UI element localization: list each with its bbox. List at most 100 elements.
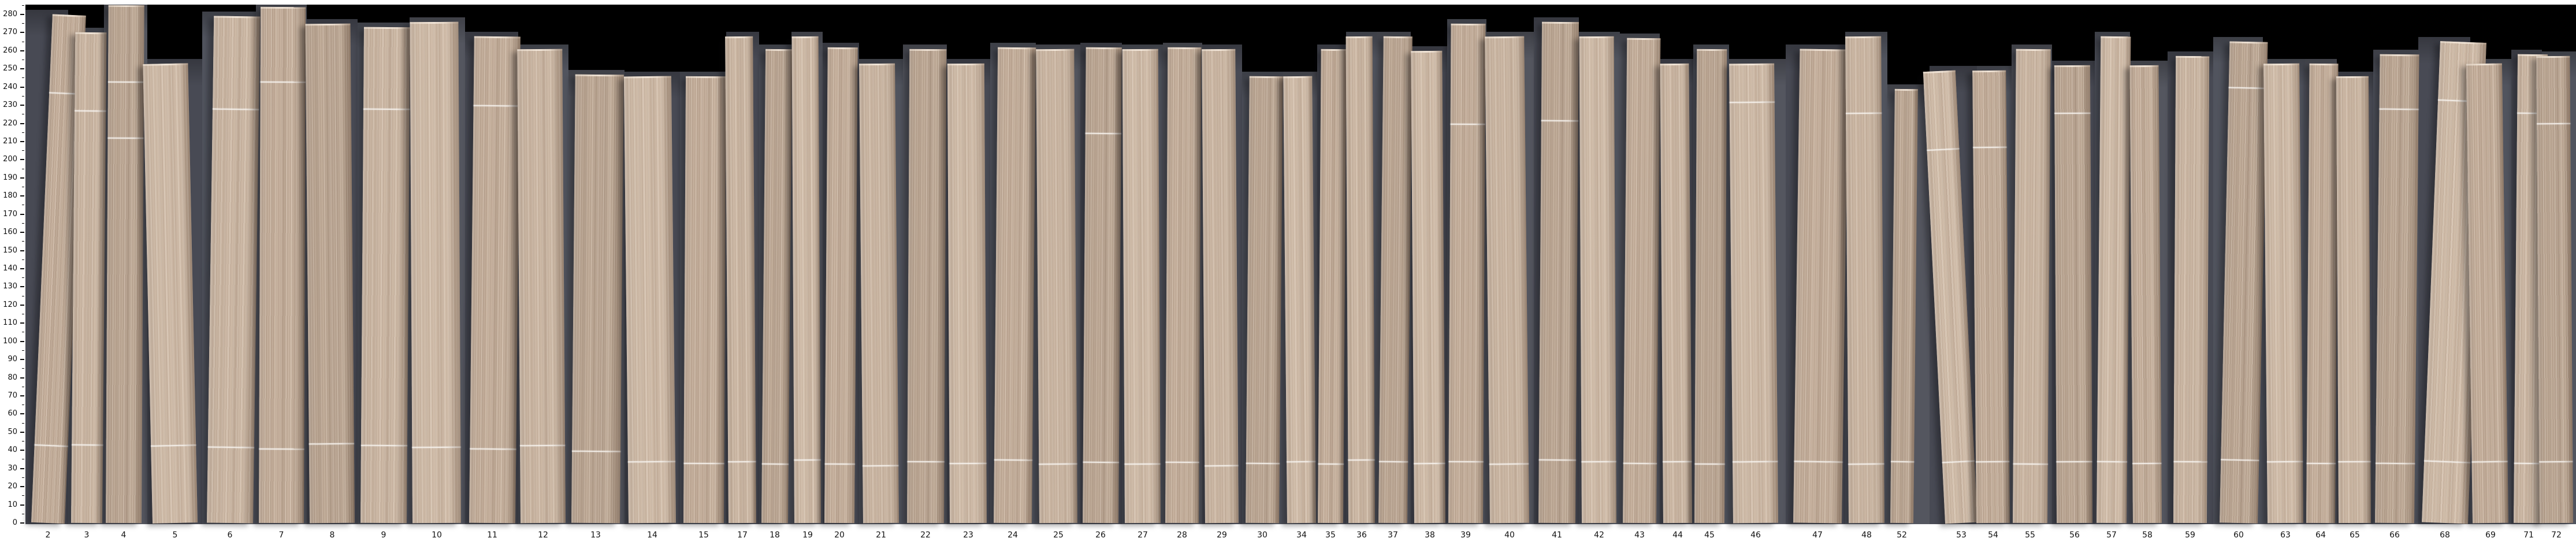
- chalk-mark: [1541, 120, 1578, 121]
- x-tick-label: 56: [2069, 531, 2080, 540]
- chalk-mark: [1581, 461, 1616, 463]
- y-major-tick: [20, 413, 24, 415]
- y-major-tick: [20, 32, 24, 34]
- plank: [761, 49, 793, 524]
- plank: [1579, 36, 1616, 524]
- y-major-tick: [20, 105, 24, 106]
- y-tick-label: 180: [3, 191, 17, 201]
- plank: [1345, 36, 1375, 524]
- plank: [2375, 54, 2419, 524]
- plank: [259, 7, 306, 524]
- y-minor-tick: [22, 441, 24, 442]
- y-major-tick: [20, 395, 24, 396]
- chalk-mark: [2267, 461, 2303, 463]
- chalk-mark: [1318, 463, 1344, 465]
- y-major-tick: [20, 377, 24, 379]
- plank: [791, 36, 821, 524]
- chalk-mark: [1538, 459, 1576, 461]
- x-tick-label: 18: [770, 531, 780, 540]
- plank: [571, 74, 624, 524]
- x-tick-label: 55: [2025, 531, 2035, 540]
- plank: [1246, 76, 1283, 524]
- chalk-mark: [2539, 461, 2573, 463]
- y-major-tick: [20, 359, 24, 361]
- y-major-tick: [20, 450, 24, 451]
- y-major-tick: [20, 68, 24, 70]
- chalk-mark: [1942, 460, 1975, 463]
- y-tick-label: 60: [8, 409, 17, 418]
- chalk-mark: [107, 138, 144, 139]
- y-major-tick: [20, 195, 24, 197]
- y-tick-label: 40: [8, 446, 17, 455]
- chalk-mark: [2338, 461, 2371, 463]
- y-major-tick: [20, 322, 24, 324]
- y-major-tick: [20, 486, 24, 488]
- chalk-mark: [1448, 461, 1484, 463]
- x-tick-label: 48: [1861, 531, 1872, 540]
- y-minor-tick: [22, 495, 24, 496]
- chalk-mark: [949, 463, 987, 465]
- x-tick-label: 63: [2280, 531, 2291, 540]
- chalk-mark: [761, 463, 789, 465]
- chalk-mark: [212, 108, 259, 111]
- y-tick-label: 240: [3, 82, 17, 91]
- chalk-mark: [2537, 123, 2571, 125]
- chalk-mark: [151, 444, 196, 447]
- x-tick-label: 17: [737, 531, 748, 540]
- plank: [1694, 49, 1727, 524]
- chalk-mark: [2379, 109, 2419, 110]
- x-tick-label: 7: [278, 531, 284, 540]
- x-tick-label: 22: [920, 531, 931, 540]
- chalk-mark: [2424, 460, 2471, 463]
- x-tick-label: 68: [2440, 531, 2450, 540]
- x-tick-label: 35: [1325, 531, 1336, 540]
- x-tick-label: 10: [432, 531, 442, 540]
- plank: [1890, 88, 1918, 524]
- y-minor-tick: [22, 95, 24, 97]
- x-tick-label: 9: [381, 531, 386, 540]
- x-tick-label: 72: [2551, 531, 2562, 540]
- y-tick-label: 50: [8, 427, 17, 436]
- plank: [2263, 63, 2303, 524]
- chalk-mark: [360, 444, 407, 447]
- chalk-mark: [1733, 461, 1778, 463]
- x-tick-label: 26: [1095, 531, 1106, 540]
- plank: [907, 49, 947, 524]
- y-tick-label: 120: [3, 300, 17, 309]
- chalk-mark: [1348, 459, 1375, 461]
- y-minor-tick: [22, 150, 24, 151]
- chalk-mark: [627, 461, 675, 463]
- y-minor-tick: [22, 259, 24, 260]
- chalk-mark: [473, 105, 520, 107]
- y-tick-label: 20: [8, 482, 17, 491]
- x-tick-label: 59: [2185, 531, 2195, 540]
- chalk-mark: [1165, 461, 1199, 463]
- y-tick-label: 30: [8, 463, 17, 473]
- y-tick-label: 0: [12, 518, 17, 527]
- x-tick-label: 12: [538, 531, 548, 540]
- y-tick-label: 90: [8, 355, 17, 364]
- chalk-mark: [34, 444, 68, 447]
- chalk-mark: [1414, 463, 1445, 465]
- plank: [2306, 63, 2339, 524]
- plank: [469, 36, 521, 524]
- chalk-mark: [2376, 462, 2415, 465]
- y-major-tick: [20, 213, 24, 215]
- plank: [1793, 49, 1849, 524]
- x-tick-label: 29: [1217, 531, 1227, 540]
- x-tick-label: 15: [698, 531, 709, 540]
- y-major-tick: [20, 268, 24, 269]
- x-tick-label: 40: [1504, 531, 1515, 540]
- chalk-mark: [1083, 461, 1119, 463]
- x-tick-label: 4: [121, 531, 127, 540]
- chalk-mark: [683, 463, 724, 465]
- y-tick-label: 80: [8, 373, 17, 382]
- chalk-mark: [207, 446, 254, 448]
- y-tick-label: 10: [8, 500, 17, 509]
- chalk-mark: [1729, 101, 1775, 103]
- chalk-mark: [1848, 463, 1884, 465]
- x-tick-label: 42: [1594, 531, 1604, 540]
- y-tick-label: 250: [3, 64, 17, 73]
- x-tick-label: 54: [1988, 531, 1998, 540]
- plank: [683, 76, 727, 524]
